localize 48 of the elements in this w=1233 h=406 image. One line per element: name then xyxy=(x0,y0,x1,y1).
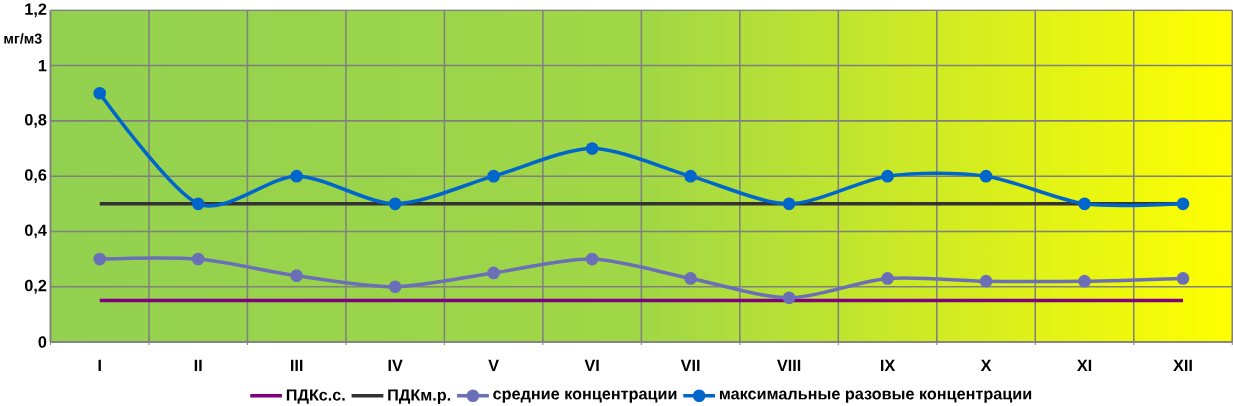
point xyxy=(191,252,205,266)
y-tick-label: 0,8 xyxy=(24,113,47,128)
point xyxy=(388,197,402,211)
point xyxy=(782,197,796,211)
point xyxy=(191,197,205,211)
x-tick-label: VI xyxy=(584,359,599,371)
point xyxy=(979,169,993,183)
x-tick-label: VIII xyxy=(777,359,801,371)
point xyxy=(93,86,107,100)
point xyxy=(684,169,697,183)
point xyxy=(1078,274,1091,288)
x-tick-label: XI xyxy=(1077,359,1092,371)
y-axis-title: мг/м3 xyxy=(4,33,42,44)
y-tick-label: 1,2 xyxy=(25,3,47,18)
y-tick-label: 0,2 xyxy=(24,279,47,294)
point xyxy=(979,274,993,288)
y-tick-label: 1 xyxy=(38,59,47,72)
point xyxy=(782,291,796,305)
point xyxy=(1176,272,1190,285)
x-tick-label: I xyxy=(98,359,101,371)
point xyxy=(881,272,894,285)
point xyxy=(1078,197,1091,211)
point xyxy=(1176,197,1190,211)
point xyxy=(684,272,697,285)
legend-label: максимальные разовые концентрации xyxy=(719,390,1032,403)
y-tick-label: 0,4 xyxy=(24,224,47,239)
point xyxy=(290,169,304,183)
point xyxy=(93,252,107,266)
x-tick-label: V xyxy=(488,359,499,371)
x-tick-label: II xyxy=(194,359,202,371)
y-tick-label: 0 xyxy=(38,336,47,348)
x-tick-label: X xyxy=(980,359,992,371)
point xyxy=(585,142,599,155)
x-tick-label: XII xyxy=(1173,359,1192,371)
x-tick-label: IX xyxy=(880,359,896,371)
y-tick-label: 0,6 xyxy=(24,169,47,184)
point xyxy=(487,169,500,183)
point xyxy=(487,266,500,280)
point xyxy=(388,280,402,294)
point xyxy=(290,269,304,282)
legend-label: средние концентрации xyxy=(493,390,677,403)
x-tick-label: III xyxy=(290,359,303,371)
x-tick-label: VII xyxy=(680,359,700,371)
legend-label: ПДКс.с. xyxy=(286,389,345,404)
point xyxy=(585,252,599,266)
x-tick-label: IV xyxy=(388,359,403,371)
legend-label: ПДКм.р. xyxy=(388,389,451,404)
point xyxy=(881,169,894,183)
